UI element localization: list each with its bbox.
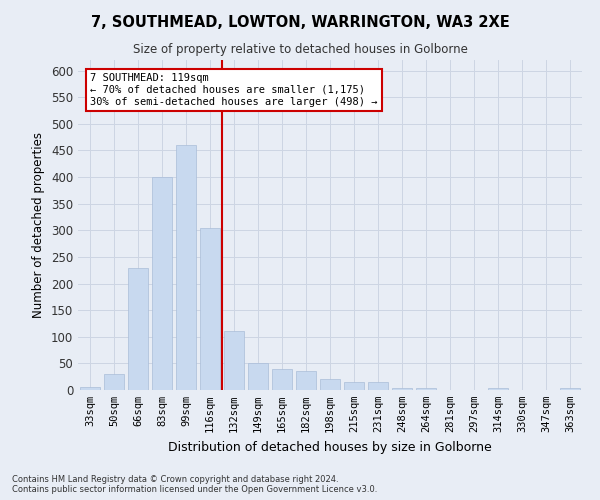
Bar <box>152 177 172 390</box>
Bar <box>368 382 388 390</box>
Text: Contains public sector information licensed under the Open Government Licence v3: Contains public sector information licen… <box>12 486 377 494</box>
Bar <box>272 368 292 390</box>
Bar <box>560 388 580 390</box>
Bar <box>296 372 316 390</box>
Bar <box>104 374 124 390</box>
Bar <box>344 382 364 390</box>
Y-axis label: Number of detached properties: Number of detached properties <box>32 132 46 318</box>
Bar <box>488 388 508 390</box>
Text: Size of property relative to detached houses in Golborne: Size of property relative to detached ho… <box>133 42 467 56</box>
Bar <box>176 145 196 390</box>
Bar <box>320 380 340 390</box>
Bar <box>80 388 100 390</box>
Bar <box>128 268 148 390</box>
Bar <box>392 388 412 390</box>
Bar <box>248 364 268 390</box>
Text: 7 SOUTHMEAD: 119sqm
← 70% of detached houses are smaller (1,175)
30% of semi-det: 7 SOUTHMEAD: 119sqm ← 70% of detached ho… <box>90 74 377 106</box>
Bar <box>224 332 244 390</box>
X-axis label: Distribution of detached houses by size in Golborne: Distribution of detached houses by size … <box>168 440 492 454</box>
Text: 7, SOUTHMEAD, LOWTON, WARRINGTON, WA3 2XE: 7, SOUTHMEAD, LOWTON, WARRINGTON, WA3 2X… <box>91 15 509 30</box>
Bar <box>416 388 436 390</box>
Bar <box>200 228 220 390</box>
Text: Contains HM Land Registry data © Crown copyright and database right 2024.: Contains HM Land Registry data © Crown c… <box>12 476 338 484</box>
